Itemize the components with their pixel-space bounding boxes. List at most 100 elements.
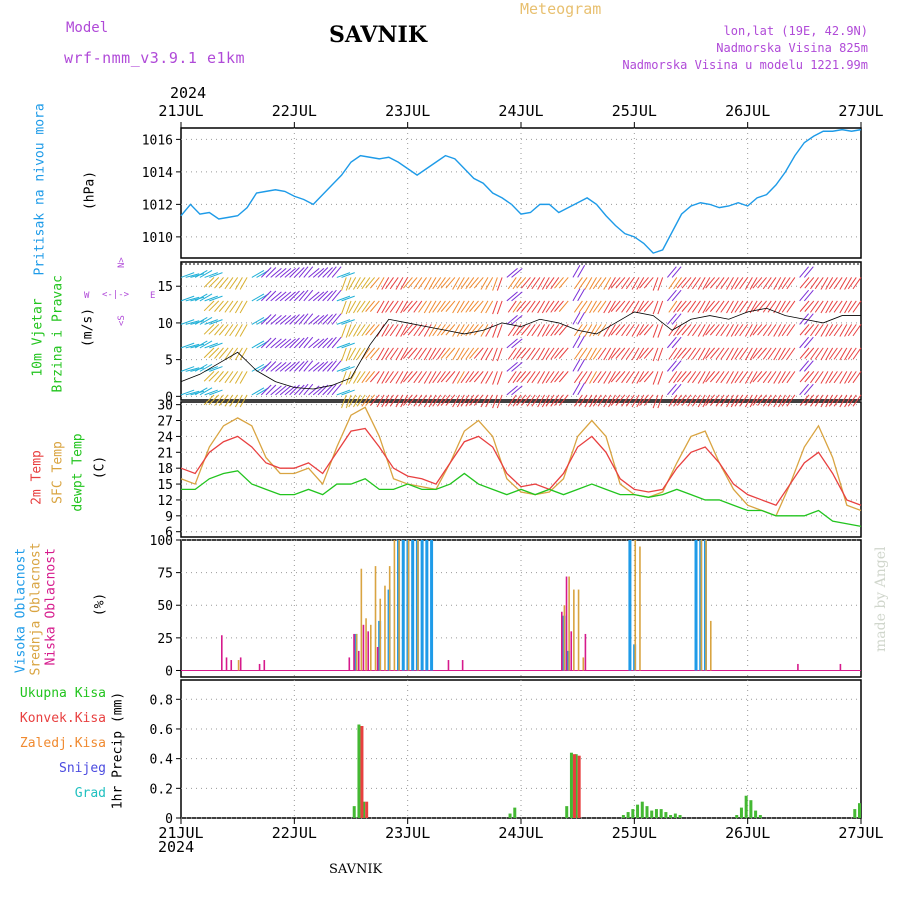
wind-barb: [298, 266, 309, 278]
wind-barb: [781, 277, 791, 290]
cloud-bar-low: [584, 633, 587, 671]
wind-barb: [293, 384, 305, 396]
wind-barb: [308, 315, 320, 325]
wind-barb: [825, 394, 834, 408]
wind-barb: [381, 347, 390, 361]
wind-barb: [773, 300, 782, 314]
compass-south: <S: [117, 315, 127, 326]
wind-barb: [229, 324, 239, 337]
cloud-bar-low: [258, 663, 261, 671]
wind-barb: [715, 324, 725, 337]
wind-barb: [671, 360, 682, 372]
wind-barb: [625, 277, 635, 290]
wind-barb: [657, 277, 664, 291]
bottom-date-label: 25JUL: [612, 824, 657, 842]
wind-barb: [317, 314, 329, 325]
precip-bar-total: [669, 815, 673, 818]
wind-barb: [697, 324, 706, 337]
wind-barb: [778, 394, 786, 408]
wind-barb: [204, 272, 218, 278]
wind-barb: [208, 394, 220, 406]
wind-barb: [558, 277, 569, 289]
wind-barb: [531, 371, 541, 384]
wind-barb: [631, 300, 640, 314]
wind-barb: [365, 324, 375, 336]
wind-barb: [369, 371, 380, 383]
wind-barb: [376, 371, 385, 384]
wind-barb: [418, 394, 427, 407]
wind-barb: [730, 300, 739, 314]
wind-barb: [744, 277, 753, 290]
wind-barb: [365, 347, 375, 359]
wind-barb: [356, 347, 366, 360]
wind-barb: [610, 394, 621, 406]
wind-barb: [639, 324, 649, 336]
wind-barb: [726, 300, 734, 314]
wind-barb: [389, 394, 399, 407]
wind-barb: [423, 394, 432, 408]
wind-barb: [730, 347, 739, 361]
wind-barb: [786, 347, 796, 360]
precip-legend-snow: Snijeg: [59, 761, 106, 776]
wind-barb: [234, 394, 243, 408]
wind-barb: [322, 361, 333, 372]
wind-barb: [353, 300, 361, 314]
wind-barb: [550, 347, 560, 360]
wind-barb: [681, 371, 692, 383]
wind-barb: [681, 347, 692, 359]
wind-barb: [550, 394, 560, 407]
wind-barb: [615, 371, 626, 383]
wind-barb: [697, 371, 706, 384]
wind-barb: [496, 277, 503, 291]
wind-barb: [589, 347, 597, 361]
wind-barb: [687, 371, 697, 384]
wind-barb: [615, 324, 626, 336]
wind-barb: [345, 347, 352, 362]
wind-barb: [739, 347, 749, 360]
wind-barb: [224, 394, 234, 407]
wind-barb: [407, 324, 418, 336]
wind-barb: [209, 366, 223, 372]
wind-barb: [577, 265, 586, 278]
wind-barb: [615, 394, 626, 406]
wind-barb: [194, 387, 208, 396]
wind-barb: [298, 383, 309, 396]
wind-barb: [381, 394, 390, 408]
wind-barb: [739, 324, 749, 337]
wind-barb: [597, 394, 607, 407]
wind-barb: [786, 324, 796, 337]
wind-barb: [251, 363, 265, 372]
wind-barb: [336, 319, 351, 325]
wind-barb: [652, 300, 659, 315]
wind-barb: [473, 277, 484, 289]
wind-barb: [720, 277, 730, 290]
wind-barb: [778, 371, 786, 384]
wind-barb: [279, 338, 292, 349]
wind-barb: [799, 324, 810, 336]
wind-barb: [376, 347, 385, 361]
wind-barb: [531, 300, 541, 313]
wind-barb: [671, 289, 682, 302]
wind-barb: [322, 290, 333, 302]
wind-barb: [697, 300, 706, 314]
temp-ytick-label: 9: [165, 510, 173, 525]
wind-barb: [692, 300, 701, 313]
wind-barb: [423, 277, 432, 290]
wind-barb: [657, 347, 664, 362]
wind-barb: [643, 300, 654, 312]
wind-barb: [844, 371, 852, 384]
wind-barb: [445, 371, 456, 383]
wind-barb: [705, 324, 715, 336]
wind-barb: [322, 267, 333, 278]
precip-bar-total: [574, 754, 578, 818]
cloud-bar-mid: [705, 540, 707, 671]
wind-barb: [833, 394, 843, 407]
wind-barb: [348, 371, 357, 384]
wind-barb: [526, 300, 536, 313]
dewpoint-line: [181, 470, 862, 528]
precip-bar-total: [626, 812, 630, 818]
wind-barb: [361, 277, 371, 290]
wind-barb: [308, 338, 320, 349]
wind-barb: [578, 277, 588, 290]
wind-barb: [331, 266, 342, 278]
